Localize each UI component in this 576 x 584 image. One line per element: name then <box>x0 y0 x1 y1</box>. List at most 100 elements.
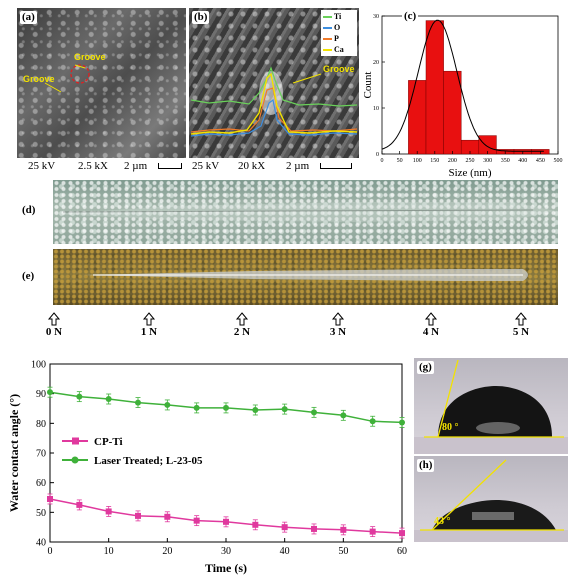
data-point <box>369 528 376 535</box>
y-tick-label: 50 <box>36 508 46 519</box>
contact-angle-chart: 0 10 20 30 40 50 60 40 50 60 70 80 90 100 Time (s) Wate… <box>7 360 407 576</box>
y-tick-label: 10 <box>373 106 379 112</box>
eds-legend: Ti O P Ca <box>323 11 357 55</box>
up-arrow-icon <box>514 312 528 326</box>
up-arrow-icon <box>424 312 438 326</box>
scratch-image-e <box>53 249 558 305</box>
load-marker-2: 2 N <box>222 312 262 338</box>
groove-label-a2: Groove <box>23 74 55 84</box>
scratch-image-d <box>53 180 558 244</box>
data-point <box>76 393 83 400</box>
data-point <box>311 409 317 416</box>
droplet-h <box>414 459 568 542</box>
load-marker-1: 1 N <box>129 312 169 338</box>
sem-b-voltage: 25 kV <box>192 160 220 172</box>
data-point <box>311 525 317 532</box>
data-point <box>281 524 288 531</box>
y-tick-label: 70 <box>36 449 46 460</box>
data-point <box>252 406 259 413</box>
data-point <box>105 508 112 515</box>
groove-label-b: Groove <box>323 64 355 74</box>
panel-tag-g: (g) <box>417 361 434 374</box>
eds-linescan <box>190 10 358 137</box>
panel-tag-b: (b) <box>192 11 210 24</box>
legend-label: CP-Ti <box>94 436 123 448</box>
x-tick-label: 40 <box>280 546 290 557</box>
legend-item-p: P <box>323 33 357 44</box>
panel-tag-e: (e) <box>22 270 35 282</box>
data-point <box>252 521 259 528</box>
data-point <box>340 412 347 419</box>
load-marker-5: 5 N <box>501 312 541 338</box>
x-tick-label: 50 <box>338 546 348 557</box>
data-point <box>223 518 229 525</box>
sem-b-magnification: 20 kX <box>238 160 266 172</box>
histogram-bar <box>408 80 427 155</box>
plot-frame <box>49 363 403 543</box>
data-point <box>193 517 200 524</box>
y-tick-label: 30 <box>373 14 379 20</box>
sem-image-a: (a) Groove Groove <box>17 8 186 158</box>
y-tick-label: 0 <box>376 152 379 158</box>
x-tick-label: 60 <box>397 546 407 557</box>
panel-tag-h: (h) <box>417 459 435 472</box>
load-marker-4: 4 N <box>411 312 451 338</box>
data-point <box>281 406 288 413</box>
scratch-track-d <box>55 202 555 222</box>
y-tick-label: 100 <box>31 360 46 371</box>
x-tick-label: 200 <box>448 158 457 164</box>
up-arrow-icon <box>142 312 156 326</box>
data-point <box>193 404 200 411</box>
x-tick-label: 500 <box>554 158 563 164</box>
y-tick-label: 20 <box>373 60 379 66</box>
x-tick-label: 0 <box>381 158 384 164</box>
data-point <box>135 399 141 406</box>
legend-marker <box>72 437 79 445</box>
data-point <box>399 530 405 537</box>
data-point <box>105 396 112 403</box>
y-axis-label: Count <box>362 72 374 99</box>
data-point <box>164 513 171 520</box>
y-tick-label: 90 <box>36 389 46 400</box>
sem-b-scale-label: 2 µm <box>286 160 310 172</box>
size-histogram: 0 50 100 150 200 250 300 350 400 450 500 0 10 20 30 Siz… <box>362 14 563 179</box>
x-tick-label: 30 <box>221 546 231 557</box>
sem-b-scale-bar <box>320 163 352 169</box>
x-tick-label: 20 <box>162 546 172 557</box>
droplet-photo-g: (g) 80 ° <box>414 358 568 454</box>
panel-tag-c: (c) <box>402 10 419 23</box>
legend-item-ca: Ca <box>323 44 357 55</box>
sem-a-magnification: 2.5 kX <box>78 160 108 172</box>
x-tick-label: 100 <box>413 158 422 164</box>
x-tick-label: 300 <box>483 158 492 164</box>
histogram-panel-c: 0 50 100 150 200 250 300 350 400 450 500 0 10 20 30 Siz… <box>362 6 568 180</box>
x-tick-label: 10 <box>104 546 114 557</box>
legend-marker <box>71 456 79 464</box>
y-tick-label: 40 <box>36 538 46 549</box>
droplet-g <box>414 359 568 454</box>
legend-item-ti: Ti <box>323 11 357 22</box>
data-point <box>340 526 347 533</box>
panel-tag-d: (d) <box>22 204 36 216</box>
data-point <box>47 495 53 502</box>
x-tick-label: 450 <box>536 158 545 164</box>
contact-angle-label-g: 80 ° <box>442 422 459 433</box>
load-marker-3: 3 N <box>318 312 358 338</box>
histogram-bar <box>425 20 444 155</box>
up-arrow-icon <box>235 312 249 326</box>
histogram-bar <box>443 70 462 155</box>
x-axis-label: Time (s) <box>205 561 247 575</box>
data-point <box>47 389 53 396</box>
data-point <box>164 401 171 408</box>
up-arrow-icon <box>331 312 345 326</box>
sem-a-voltage: 25 kV <box>28 160 56 172</box>
gaussian-fit-curve <box>381 19 544 152</box>
panel-tag-a: (a) <box>20 11 37 24</box>
x-tick-label: 400 <box>518 158 527 164</box>
x-tick-label: 0 <box>48 546 53 557</box>
x-tick-label: 150 <box>430 158 439 164</box>
scratch-track-e <box>83 269 528 281</box>
y-axis-label: Water contact angle (°) <box>7 394 21 512</box>
y-tick-label: 60 <box>36 478 46 489</box>
groove-label-a1: Groove <box>74 52 106 62</box>
